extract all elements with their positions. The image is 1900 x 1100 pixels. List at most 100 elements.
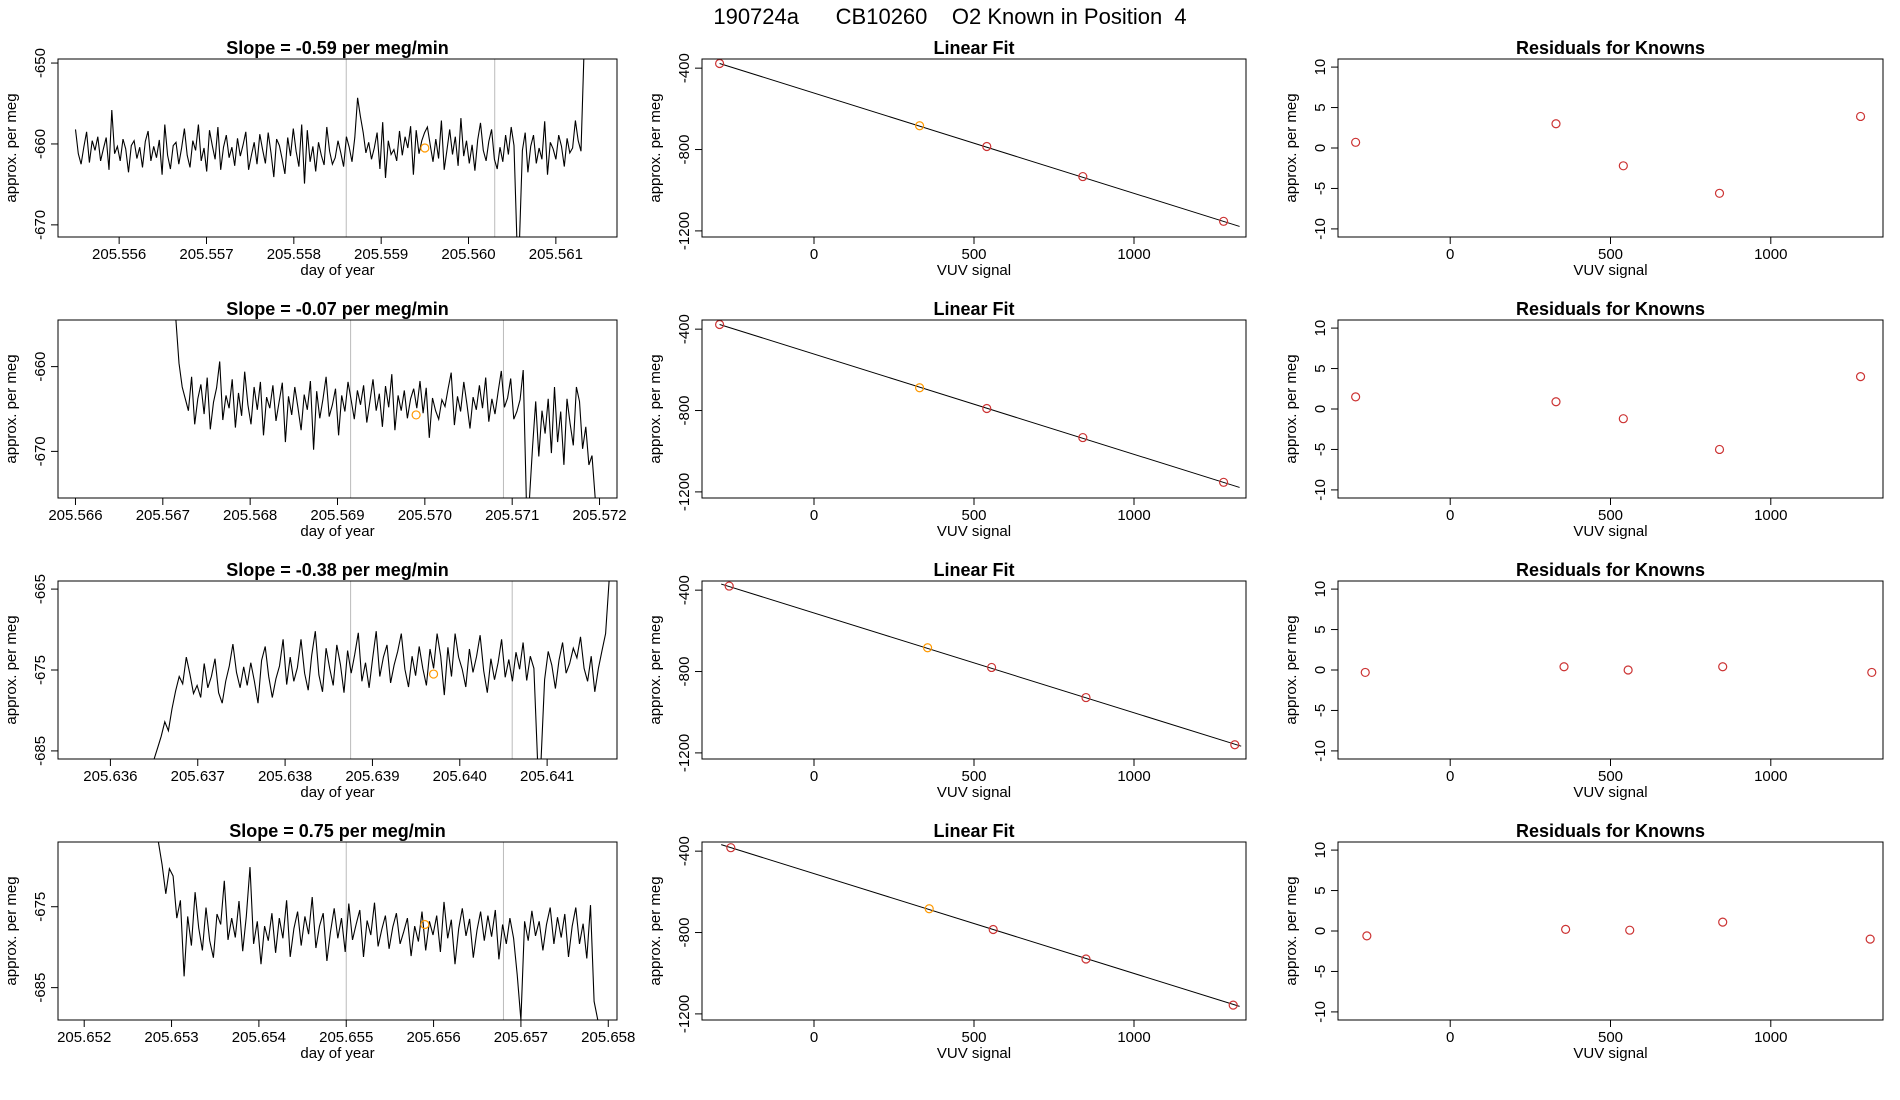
plot-title: Linear Fit [933, 38, 1014, 58]
y-axis-label: approx. per meg [3, 876, 20, 985]
highlight-point [420, 919, 430, 930]
plot-title: Slope = -0.59 per meg/min [226, 38, 449, 58]
x-tick-label: 0 [1446, 507, 1454, 524]
data-point [1078, 171, 1088, 182]
plot-title: Residuals for Knowns [1516, 560, 1705, 580]
panel-ts-row2: Slope = -0.07 per meg/min 205.566 205.567 2… [3, 299, 627, 540]
y-tick-label: -670 [32, 210, 49, 240]
y-tick-label: -10 [1312, 740, 1329, 762]
series-line [175, 320, 596, 498]
y-tick-label: -800 [676, 135, 693, 165]
plot-title: Slope = 0.75 per meg/min [229, 821, 446, 841]
data-point [1855, 111, 1866, 122]
x-tick-label: 1000 [1117, 507, 1150, 524]
panel-ts-row4: Slope = 0.75 per meg/min 205.652 205.653 20… [3, 821, 635, 1062]
y-axis-label: approx. per meg [1283, 876, 1300, 985]
x-tick-label: 205.654 [232, 1029, 286, 1046]
data-point [1559, 662, 1569, 672]
plot-area [721, 581, 1242, 750]
plot-title: Slope = -0.38 per meg/min [226, 560, 449, 580]
panel-ts-row3: Slope = -0.38 per meg/min 205.636 205.637 2… [3, 560, 618, 801]
x-axis-label: VUV signal [937, 262, 1011, 279]
y-tick-label: -660 [32, 129, 49, 159]
y-tick-label: -10 [1312, 218, 1329, 240]
x-tick-label: 0 [810, 507, 818, 524]
data-point [1081, 692, 1091, 703]
data-point [1078, 432, 1088, 443]
data-point [1625, 925, 1635, 935]
x-tick-label: 1000 [1117, 768, 1150, 785]
y-axis-label: approx. per meg [647, 354, 664, 463]
y-axis-label: approx. per meg [3, 354, 20, 463]
panel-fit-row3: Linear Fit 0 500 1000 -400 -800 -1200 VUV signa… [647, 560, 1247, 801]
x-tick-label: 205.653 [144, 1029, 198, 1046]
plot-frame [701, 580, 1247, 760]
y-axis-label: approx. per meg [647, 615, 664, 724]
y-tick-label: -685 [32, 736, 49, 766]
plot-title: Linear Fit [933, 821, 1014, 841]
panel-res-row3: Residuals for Knowns 0 500 1000 10 5 0 -5 -10 VUV… [1283, 560, 1884, 801]
x-axis-label: day of year [300, 784, 374, 801]
plot-title: Residuals for Knowns [1516, 38, 1705, 58]
y-tick-label: 5 [1312, 886, 1329, 894]
data-point [1081, 954, 1091, 964]
data-point [1228, 1000, 1238, 1010]
panel-fit-row1: Linear Fit 0 500 1000 -400 -800 -1200 VUV signa… [647, 38, 1247, 279]
page-title: 190724a CB10260 O2 Known in Position 4 [713, 4, 1187, 29]
x-tick-label: 205.641 [520, 768, 574, 785]
panel-res-row2: Residuals for Knowns 0 500 1000 10 5 0 -5 -10 VUV… [1283, 299, 1884, 540]
y-tick-label: 10 [1312, 320, 1329, 337]
x-tick-label: 205.559 [354, 246, 408, 263]
x-axis-label: VUV signal [937, 523, 1011, 540]
y-tick-label: -800 [676, 657, 693, 687]
plot-area [1351, 372, 1866, 455]
plot-frame [57, 841, 618, 1021]
y-tick-label: -10 [1312, 479, 1329, 501]
y-tick-label: 0 [1312, 666, 1329, 674]
y-tick-label: 0 [1312, 927, 1329, 935]
highlight-point [411, 410, 421, 420]
data-point [1718, 917, 1728, 927]
fit-line [719, 62, 1240, 227]
x-tick-label: 205.568 [223, 507, 277, 524]
highlight-point [428, 669, 439, 679]
data-point [1360, 667, 1370, 678]
highlight-point [420, 143, 430, 153]
x-tick-label: 1000 [1117, 246, 1150, 263]
x-tick-label: 205.566 [48, 507, 102, 524]
data-point [1718, 662, 1728, 672]
plot-area [157, 842, 599, 1020]
y-axis-label: approx. per meg [1283, 615, 1300, 724]
data-point [1551, 119, 1561, 129]
panel-res-row1: Residuals for Knowns 0 500 1000 10 5 0 -5 -10 VUV… [1283, 38, 1884, 279]
y-tick-label: -1200 [676, 473, 693, 511]
y-tick-label: -675 [32, 892, 49, 922]
x-tick-label: 205.640 [433, 768, 487, 785]
plot-frame [57, 580, 618, 760]
highlight-point [924, 904, 934, 914]
panel-fit-row4: Linear Fit 0 500 1000 -400 -800 -1200 VUV signa… [647, 821, 1247, 1062]
plot-area [74, 59, 585, 237]
y-tick-label: -650 [32, 48, 49, 78]
x-tick-label: 500 [1598, 507, 1623, 524]
x-axis-label: VUV signal [937, 1045, 1011, 1062]
x-tick-label: 205.637 [171, 768, 225, 785]
fit-line [719, 323, 1240, 488]
y-axis-label: approx. per meg [647, 876, 664, 985]
y-tick-label: -800 [676, 918, 693, 948]
y-tick-label: -665 [32, 574, 49, 604]
data-point [982, 141, 992, 152]
x-tick-label: 205.636 [83, 768, 137, 785]
plot-title: Linear Fit [933, 299, 1014, 319]
data-point [1714, 444, 1725, 455]
x-tick-label: 1000 [1754, 246, 1787, 263]
data-point [982, 403, 992, 414]
x-tick-label: 205.557 [179, 246, 233, 263]
y-tick-label: -5 [1312, 443, 1329, 456]
x-tick-label: 205.571 [485, 507, 539, 524]
x-tick-label: 0 [1446, 246, 1454, 263]
x-tick-label: 1000 [1754, 1029, 1787, 1046]
plot-frame [701, 841, 1247, 1021]
y-axis-label: approx. per meg [647, 93, 664, 202]
